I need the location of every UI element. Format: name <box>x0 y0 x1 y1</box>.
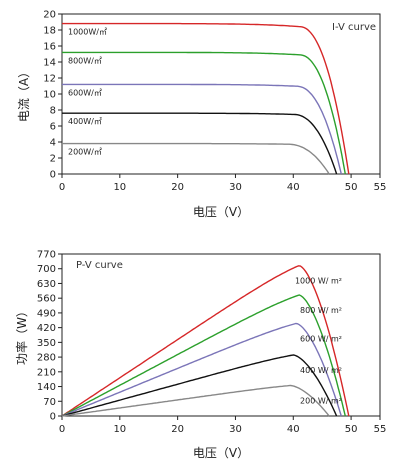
iv-x-tick-label: 10 <box>113 182 126 193</box>
iv-x-tick-label: 30 <box>229 182 242 193</box>
pv-chart-title: P-V curve <box>76 260 123 271</box>
iv-x-tick-label: 0 <box>59 182 65 193</box>
pv-x-axis-label: 电压（V） <box>193 446 249 460</box>
iv-y-tick-label: 20 <box>43 10 56 21</box>
pv-y-axis-label: 功率（W） <box>14 305 29 365</box>
pv-series-labels: 1000 W/ m² 800 W/ m² 600 W/ m² 400 W/ m² 200… <box>295 277 342 406</box>
iv-series-label: 1000W/㎡ <box>68 28 107 37</box>
iv-y-tick-label: 14 <box>43 58 56 69</box>
iv-series-line <box>62 142 330 175</box>
pv-y-tick-label: 210 <box>37 367 56 378</box>
pv-series-line <box>61 265 350 417</box>
pv-series-label: 600 W/ m² <box>300 334 342 343</box>
iv-series-label: 200W/㎡ <box>68 148 102 157</box>
iv-x-tick-label: 40 <box>287 182 300 193</box>
iv-y-tick-label: 16 <box>43 42 56 53</box>
pv-plot-frame <box>61 253 381 417</box>
iv-x-tick-label: 55 <box>374 182 387 193</box>
pv-series-label: 400 W/ m² <box>300 366 342 375</box>
iv-y-axis-label: 电流（A） <box>17 66 31 122</box>
pv-y-tick-label: 700 <box>37 264 56 275</box>
pv-x-ticks: 0 10 20 30 40 50 55 <box>59 416 387 435</box>
iv-series-line <box>62 22 350 175</box>
iv-y-tick-label: 6 <box>50 122 56 133</box>
pv-series-label: 200 W/ m² <box>300 396 342 405</box>
iv-y-tick-label: 8 <box>50 106 56 117</box>
pv-x-tick-label: 10 <box>113 424 126 435</box>
pv-series-line <box>61 354 338 417</box>
pv-y-tick-label: 490 <box>37 308 56 319</box>
iv-y-tick-label: 0 <box>50 170 56 181</box>
pv-y-tick-label: 770 <box>37 250 56 261</box>
pv-x-tick-label: 50 <box>345 424 358 435</box>
pv-y-tick-label: 70 <box>43 397 56 408</box>
pv-y-tick-label: 560 <box>37 294 56 305</box>
pv-series-line <box>61 322 342 417</box>
iv-x-tick-label: 20 <box>171 182 184 193</box>
iv-y-tick-label: 2 <box>50 154 56 165</box>
iv-series-label: 600W/㎡ <box>68 88 102 97</box>
iv-y-tick-label: 4 <box>50 138 56 149</box>
pv-y-tick-label: 140 <box>37 382 56 393</box>
iv-series-label: 800W/㎡ <box>68 56 102 65</box>
pv-series-label: 1000 W/ m² <box>295 277 342 286</box>
pv-x-tick-label: 55 <box>374 424 387 435</box>
pv-series-label: 800 W/ m² <box>300 306 342 315</box>
pv-y-tick-label: 420 <box>37 323 56 334</box>
iv-plot-frame <box>61 13 381 175</box>
iv-y-tick-label: 18 <box>43 26 56 37</box>
iv-series-lines <box>62 22 350 175</box>
pv-series-line <box>61 294 346 417</box>
iv-y-ticks: 0 2 4 6 8 10 12 14 16 18 20 <box>43 10 62 181</box>
pv-y-ticks: 0 70 140 210 280 350 420 490 560 630 700 770 <box>37 250 62 423</box>
pv-series-lines <box>61 265 350 417</box>
pv-y-tick-label: 0 <box>50 412 56 423</box>
iv-x-ticks: 0 10 20 30 40 50 55 <box>59 174 387 193</box>
iv-y-tick-label: 12 <box>43 74 56 85</box>
iv-chart: 0 2 4 6 8 10 12 14 16 18 20 0 10 20 30 40 50 55 1000W/㎡ 8… <box>17 10 386 220</box>
pv-x-tick-label: 30 <box>229 424 242 435</box>
iv-series-line <box>62 83 342 175</box>
iv-series-line <box>62 112 338 175</box>
pv-x-tick-label: 0 <box>59 424 65 435</box>
pv-y-tick-label: 630 <box>37 279 56 290</box>
iv-y-tick-label: 10 <box>43 90 56 101</box>
pv-series-line <box>61 384 330 417</box>
iv-x-axis-label: 电压（V） <box>193 205 249 219</box>
pv-y-tick-label: 280 <box>37 353 56 364</box>
pv-y-tick-label: 350 <box>37 338 56 349</box>
iv-x-tick-label: 50 <box>345 182 358 193</box>
iv-series-line <box>62 51 346 175</box>
iv-series-label: 400W/㎡ <box>68 117 102 126</box>
pv-x-tick-label: 40 <box>287 424 300 435</box>
iv-series-labels: 1000W/㎡ 800W/㎡ 600W/㎡ 400W/㎡ 200W/㎡ <box>68 28 107 157</box>
iv-chart-title: I-V curve <box>332 22 376 33</box>
pv-chart: 0 70 140 210 280 350 420 490 560 630 700 770 0 10 20 3… <box>14 250 386 461</box>
pv-x-tick-label: 20 <box>171 424 184 435</box>
